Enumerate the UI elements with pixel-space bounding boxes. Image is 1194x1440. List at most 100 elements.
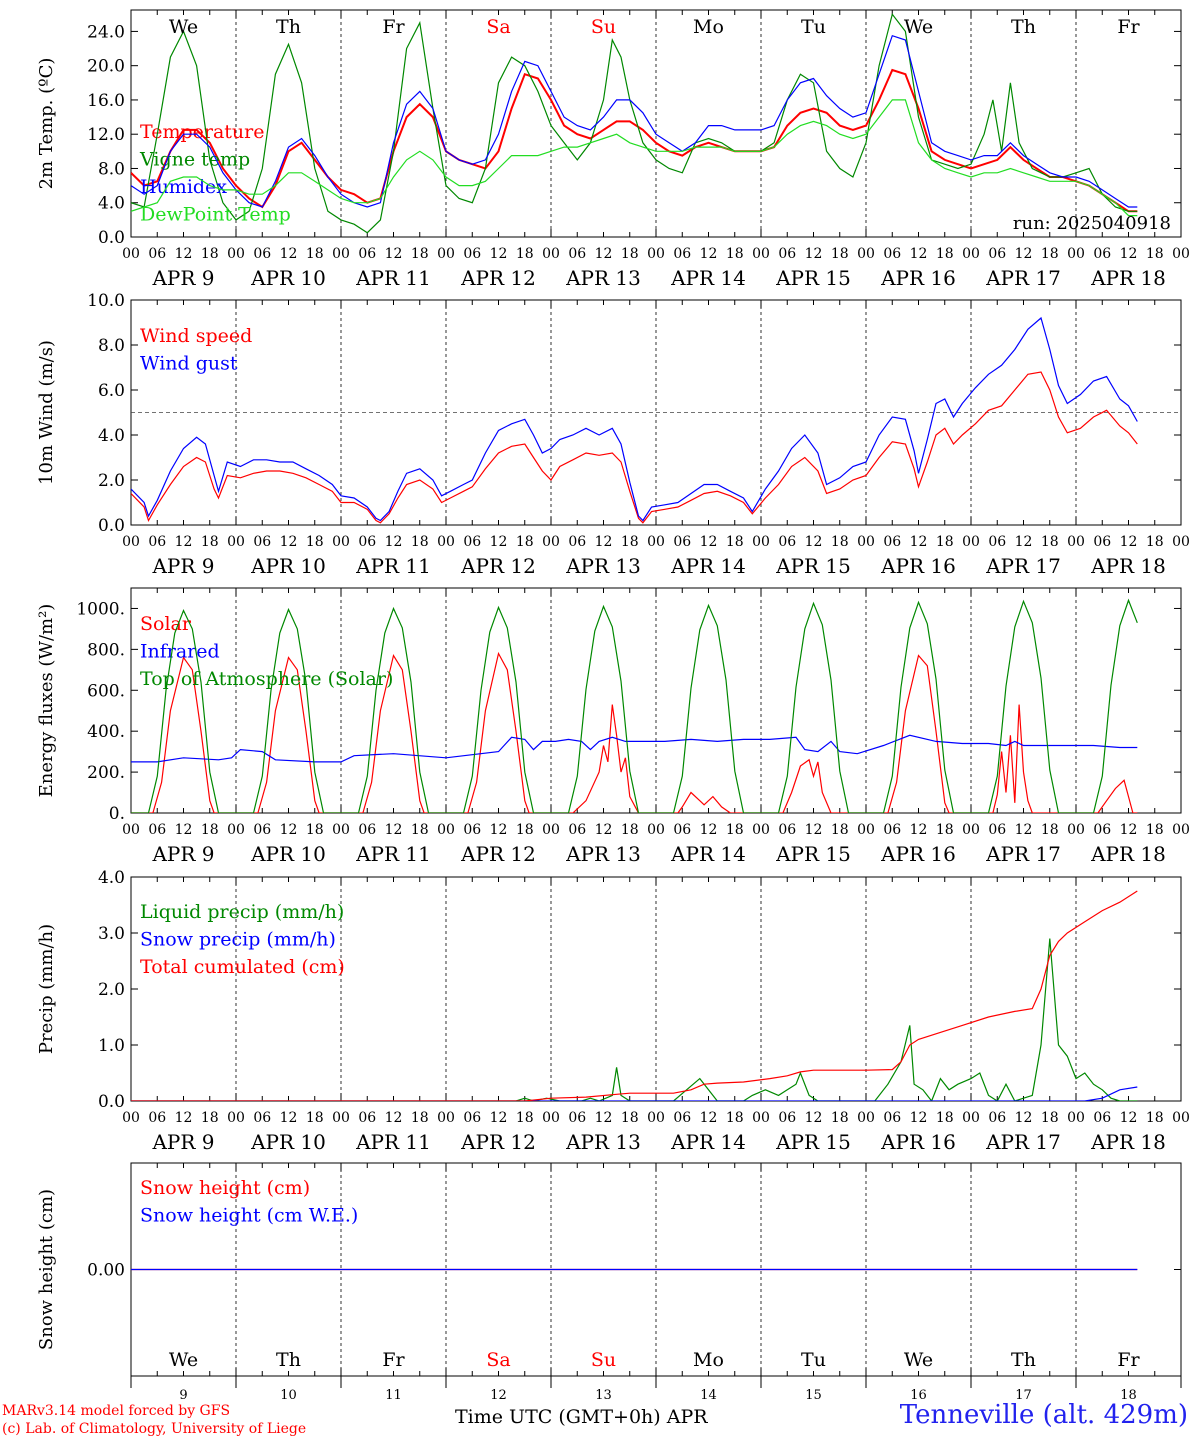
y-tick-label: 800. <box>87 640 125 660</box>
hour-label: 00 <box>437 534 455 550</box>
hour-label: 18 <box>1146 1110 1164 1126</box>
hour-label: 06 <box>673 822 691 838</box>
hour-label: 00 <box>122 246 140 262</box>
panel-energy: 0. 200. 400. 600. 800. 1000. Energy fluxes (W/… <box>36 587 1190 866</box>
date-label: APR 10 <box>250 1130 326 1154</box>
hour-label: 12 <box>805 822 823 838</box>
y-tick-label: 4.0 <box>98 426 125 446</box>
legend-entry: Temperature <box>140 121 264 143</box>
series-line-1 <box>131 1086 1138 1101</box>
hour-label: 06 <box>778 246 796 262</box>
day-number-label: 15 <box>805 1388 822 1403</box>
date-label: APR 18 <box>1090 554 1166 578</box>
hour-label: 18 <box>936 246 954 262</box>
date-label: APR 16 <box>880 554 956 578</box>
hour-label: 12 <box>490 246 508 262</box>
hour-label: 12 <box>700 1110 718 1126</box>
date-label: APR 12 <box>460 554 536 578</box>
day-number-label: 10 <box>280 1388 297 1403</box>
hour-label: 12 <box>595 534 613 550</box>
hour-label: 00 <box>962 246 980 262</box>
hour-label: 06 <box>463 534 481 550</box>
y-tick-label: 4.0 <box>98 868 125 888</box>
hour-label: 06 <box>673 534 691 550</box>
date-label: APR 12 <box>460 266 536 290</box>
hour-label: 12 <box>910 822 928 838</box>
hour-label: 12 <box>910 1110 928 1126</box>
hour-label: 06 <box>673 1110 691 1126</box>
legend-entry: Solar <box>140 613 192 635</box>
weekday-label-bottom: Sa <box>486 1349 510 1371</box>
weekday-label: Th <box>276 16 301 38</box>
hour-label: 00 <box>122 1110 140 1126</box>
hour-label: 18 <box>726 822 744 838</box>
legend-entry: Top of Atmosphere (Solar) <box>140 668 393 690</box>
hour-label: 18 <box>1041 822 1059 838</box>
day-number-label: 17 <box>1015 1388 1032 1403</box>
date-label: APR 10 <box>250 842 326 866</box>
day-number-label: 16 <box>910 1388 927 1403</box>
hour-label: 06 <box>148 246 166 262</box>
hour-label: 12 <box>1015 246 1033 262</box>
weekday-label-bottom: Su <box>591 1349 616 1371</box>
series-line-1 <box>131 12 1138 234</box>
hour-label: 00 <box>437 1110 455 1126</box>
hour-label: 00 <box>332 534 350 550</box>
hour-label: 06 <box>1093 246 1111 262</box>
y-tick-label: 0. <box>109 804 125 824</box>
hour-label: 06 <box>988 534 1006 550</box>
hour-label: 12 <box>490 822 508 838</box>
date-label: APR 9 <box>151 266 214 290</box>
hour-label: 12 <box>175 246 193 262</box>
hour-label: 06 <box>463 822 481 838</box>
hour-label: 06 <box>883 1110 901 1126</box>
hour-label: 06 <box>1093 822 1111 838</box>
hour-label: 18 <box>621 822 639 838</box>
hour-label: 12 <box>175 822 193 838</box>
hour-label: 06 <box>988 822 1006 838</box>
day-number-label: 13 <box>595 1388 612 1403</box>
legend-entry: Total cumulated (cm) <box>140 956 345 978</box>
y-tick-label: 4.0 <box>98 194 125 214</box>
hour-label: 12 <box>1015 534 1033 550</box>
hour-label: 00 <box>647 822 665 838</box>
y-tick-label: 2.0 <box>98 471 125 491</box>
model-credit: MARv3.14 model forced by GFS <box>2 1403 231 1419</box>
hour-label: 18 <box>1146 246 1164 262</box>
hour-label: 00 <box>542 1110 560 1126</box>
legend-entry: Wind speed <box>140 325 252 347</box>
lab-credit: (c) Lab. of Climatology, University of L… <box>2 1421 307 1437</box>
date-label: APR 16 <box>880 842 956 866</box>
hour-label: 06 <box>253 1110 271 1126</box>
hour-label: 18 <box>936 1110 954 1126</box>
date-label: APR 14 <box>670 1130 746 1154</box>
date-label: APR 15 <box>775 1130 851 1154</box>
weekday-label-bottom: Fr <box>382 1349 405 1371</box>
legend-entry: Snow height (cm W.E.) <box>140 1205 358 1227</box>
weekday-label: Su <box>591 16 616 38</box>
weekday-label-bottom: Th <box>276 1349 301 1371</box>
date-label: APR 17 <box>985 842 1061 866</box>
date-label: APR 18 <box>1090 266 1166 290</box>
date-label: APR 14 <box>670 554 746 578</box>
y-axis-title: Snow height (cm) <box>36 1189 57 1350</box>
date-label: APR 17 <box>985 554 1061 578</box>
hour-label: 18 <box>1146 822 1164 838</box>
hour-label: 12 <box>1015 822 1033 838</box>
y-tick-label: 16.0 <box>87 91 125 111</box>
hour-label: 00 <box>647 246 665 262</box>
hour-label: 00 <box>857 1110 875 1126</box>
hour-label: 06 <box>778 1110 796 1126</box>
hour-label: 12 <box>280 246 298 262</box>
hour-label: 06 <box>883 534 901 550</box>
weekday-label-bottom: We <box>169 1349 198 1371</box>
series-line-1 <box>131 734 1138 763</box>
date-label: APR 13 <box>565 266 641 290</box>
hour-label: 12 <box>1120 822 1138 838</box>
date-label: APR 14 <box>670 842 746 866</box>
y-axis-title: 2m Temp. (ºC) <box>36 58 57 190</box>
hour-label: 00 <box>962 1110 980 1126</box>
y-tick-label: 600. <box>87 681 125 701</box>
date-label: APR 9 <box>151 1130 214 1154</box>
y-tick-label: 24.0 <box>87 22 125 42</box>
